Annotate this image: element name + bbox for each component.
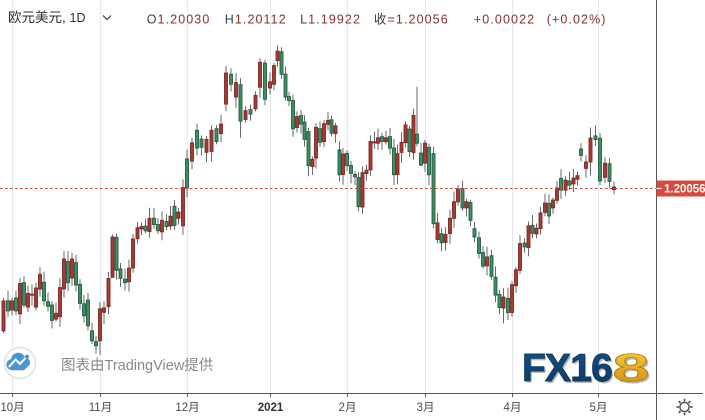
- svg-text:H1.20112: H1.20112: [225, 13, 287, 27]
- svg-text:O1.20030: O1.20030: [147, 13, 211, 27]
- svg-text:2021: 2021: [258, 402, 284, 414]
- svg-text:8: 8: [614, 348, 651, 392]
- svg-text:8: 8: [612, 346, 649, 390]
- svg-text:12月: 12月: [175, 402, 199, 414]
- svg-text:5月: 5月: [590, 402, 608, 414]
- svg-text:10月: 10月: [0, 402, 24, 414]
- svg-text:11月: 11月: [89, 402, 112, 414]
- svg-text:L1.19922: L1.19922: [300, 13, 361, 27]
- svg-text:2月: 2月: [339, 402, 357, 414]
- svg-text:欧元美元, 1D: 欧元美元, 1D: [8, 10, 86, 25]
- svg-text:3月: 3月: [417, 402, 435, 414]
- svg-text:收=1.20056: 收=1.20056: [374, 13, 449, 27]
- svg-text:FX16: FX16: [524, 349, 614, 392]
- svg-text:(+0.02%): (+0.02%): [547, 13, 607, 27]
- svg-text:FX16: FX16: [522, 347, 612, 390]
- svg-text:图表由TradingView提供: 图表由TradingView提供: [61, 357, 213, 374]
- svg-text:4月: 4月: [504, 402, 522, 414]
- svg-text:1.20056: 1.20056: [664, 184, 705, 196]
- svg-text:+0.00022: +0.00022: [474, 13, 535, 27]
